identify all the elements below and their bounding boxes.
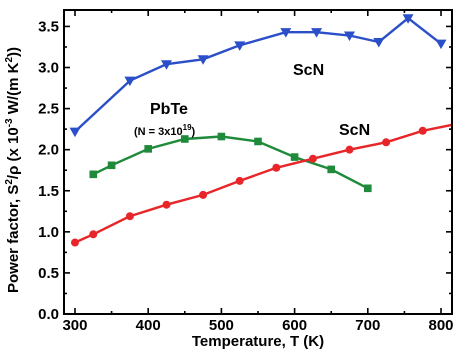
pbte-note-suffix: ): [192, 126, 196, 138]
y-tick-label: 3.0: [38, 60, 59, 77]
y-tick-label: 0.0: [38, 306, 59, 323]
x-tick-label: 300: [62, 317, 87, 334]
y-tick-label: 0.5: [38, 265, 59, 282]
x-tick-label: 600: [282, 317, 307, 334]
data-point: [373, 38, 385, 48]
data-point: [364, 184, 372, 193]
ylabel-suffix: )): [5, 47, 22, 57]
ylabel-mid: /ρ (x 10: [5, 127, 22, 179]
data-point: [107, 161, 116, 170]
data-point: [290, 153, 299, 161]
y-tick-label: 1.5: [38, 183, 59, 200]
data-point: [70, 238, 79, 247]
y-tick-label: 1.0: [38, 224, 59, 241]
series-layer: [69, 14, 452, 247]
data-point: [69, 127, 81, 138]
ylabel-prefix: Power factor, S: [5, 185, 22, 293]
annotation-scn-blue: ScN: [293, 62, 324, 79]
y-tick-label: 2.5: [38, 101, 59, 118]
data-point: [197, 55, 209, 65]
data-point: [125, 212, 134, 221]
series-line: [74, 16, 442, 133]
x-tick-label: 500: [209, 317, 234, 334]
annotation-pbte: PbTe: [150, 101, 188, 118]
ylabel-mid-2: W/(m K: [5, 62, 22, 118]
ylabel-sup-3: 2: [4, 57, 15, 63]
x-tick-label: 400: [136, 317, 161, 334]
y-tick-label: 2.0: [38, 142, 59, 159]
x-tick-label: 800: [429, 317, 454, 334]
data-point: [402, 14, 414, 24]
ylabel-sup-2: -3: [4, 118, 15, 127]
series-pbte-1: [89, 132, 372, 193]
data-point: [235, 176, 244, 185]
ticks-layer: 300 400 500 600 700 800 0.0 0.5 1.0 1.5 2.0 2.5 3.0 3…: [38, 10, 454, 334]
data-point: [89, 230, 98, 239]
data-point: [435, 39, 447, 50]
data-point: [162, 200, 171, 209]
y-tick-label: 3.5: [38, 18, 59, 35]
pbte-note-exponent: 19: [183, 123, 192, 132]
data-point: [344, 31, 356, 41]
series-scn-0: [69, 14, 447, 138]
data-point: [144, 145, 152, 153]
data-point: [308, 154, 317, 163]
data-point: [180, 135, 189, 143]
pbte-note-prefix: (N = 3x10: [134, 126, 183, 138]
annotation-scn-red: ScN: [339, 122, 370, 139]
x-axis-title: Temperature, T (K): [192, 333, 324, 350]
series-line: [74, 123, 452, 244]
ylabel-sup-1: 2: [4, 179, 15, 185]
series-line: [92, 135, 369, 190]
data-point: [418, 126, 427, 135]
data-point: [254, 137, 262, 146]
annotation-pbte-concentration: (N = 3x1019): [134, 123, 196, 138]
data-point: [272, 163, 281, 172]
data-point: [345, 145, 354, 154]
data-point: [124, 76, 136, 87]
data-point: [280, 28, 292, 38]
data-point: [89, 170, 98, 179]
data-point: [327, 165, 336, 174]
plot-frame: [63, 9, 453, 315]
data-point: [217, 132, 226, 141]
x-tick-label: 700: [355, 317, 380, 334]
data-point: [199, 190, 208, 199]
y-axis-title: Power factor, S2/ρ (x 10-3 W/(m K2)): [4, 47, 22, 293]
series-scn-2: [70, 123, 452, 247]
data-point: [382, 138, 391, 147]
data-point: [311, 28, 323, 38]
data-point: [160, 60, 172, 70]
data-point: [234, 41, 246, 51]
